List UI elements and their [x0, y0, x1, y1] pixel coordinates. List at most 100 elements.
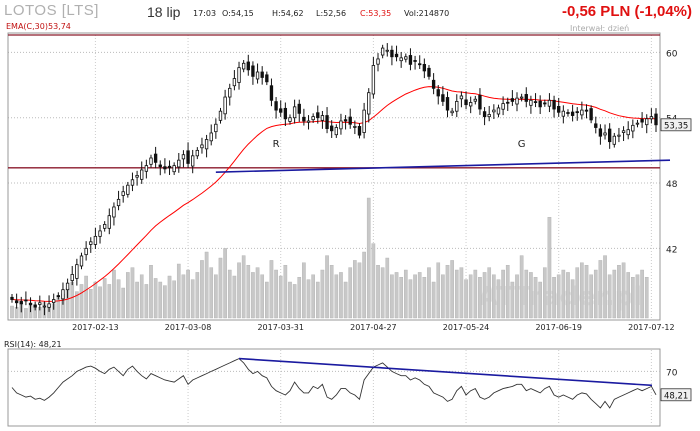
volume-value: Vol:214870 [404, 9, 450, 18]
volume-bar [93, 281, 98, 319]
volume-bar [556, 274, 561, 319]
candle-body [450, 110, 454, 114]
candle-body [473, 98, 477, 102]
interval-label: Interwał: dzień [570, 24, 630, 33]
volume-bar [98, 286, 102, 319]
candle-body [255, 71, 260, 80]
volume-bar [186, 269, 190, 319]
volume-bar [436, 262, 441, 319]
candle-body [380, 47, 385, 56]
candle-body [626, 129, 630, 136]
candle-body [186, 150, 190, 164]
volume-bar [107, 284, 112, 319]
candle-body [297, 103, 301, 114]
volume-bar [561, 269, 566, 319]
candle-body [93, 235, 98, 245]
candle-body [153, 153, 158, 163]
volume-bar [538, 281, 542, 319]
candle-body [353, 126, 357, 128]
volume-bar [644, 277, 649, 319]
candle-body [288, 117, 292, 122]
ema-series [11, 86, 657, 302]
candle-body [422, 63, 427, 72]
volume-bar [158, 281, 163, 319]
candle-body [552, 99, 556, 110]
rsi-trendline [238, 357, 653, 387]
volume-bar [607, 274, 612, 319]
volume-bar [533, 277, 538, 319]
volume-bar [394, 272, 399, 319]
candle-body [200, 144, 204, 149]
candle-body [302, 116, 306, 122]
volume-bar [223, 248, 227, 319]
candle-body [584, 109, 589, 112]
candle-body [598, 128, 603, 137]
volume-bar [79, 284, 84, 319]
candle-body [246, 61, 250, 71]
volume-bar [505, 265, 510, 319]
volume-bar [417, 272, 422, 319]
candle-body [52, 299, 56, 303]
candle-body [441, 94, 445, 102]
volume-bar [640, 269, 644, 319]
volume-bar [255, 267, 260, 319]
volume-bar [302, 262, 306, 319]
candle-body [144, 165, 149, 172]
volume-bar [357, 262, 362, 319]
candle-body [487, 114, 491, 118]
volume-bar [75, 291, 79, 319]
volume-bar [464, 279, 468, 319]
volume-bar [445, 265, 450, 319]
candle-body [232, 78, 237, 87]
volume-bar [380, 267, 385, 319]
ema-label: EMA(C,30)53,74 [6, 22, 71, 31]
candle-body [455, 100, 459, 112]
candle-body [617, 134, 621, 137]
candle-body [538, 100, 542, 108]
low-value: L:52,56 [316, 9, 347, 18]
candle-body [191, 155, 195, 167]
candle-body [529, 99, 533, 106]
candle-body [320, 115, 325, 121]
candle-body [519, 96, 524, 99]
volume-bar [121, 287, 126, 319]
volume-bar [153, 278, 158, 319]
x-tick-label: 2017-03-31 [257, 323, 304, 332]
volume-bar [510, 281, 515, 319]
volume-bar [339, 272, 343, 319]
candle-body [228, 87, 232, 98]
neckline [215, 159, 671, 173]
volume-bar [390, 274, 394, 319]
volume-bar [422, 277, 427, 319]
candle-body [135, 175, 139, 178]
candle-body [394, 53, 399, 58]
candle-body [107, 215, 111, 229]
volume-bar [325, 255, 329, 319]
volume-bar [635, 274, 640, 319]
volume-bar [204, 251, 209, 319]
volume-bar [149, 265, 153, 319]
ema-line [11, 86, 657, 302]
candle-body [116, 198, 121, 207]
volume-bar [288, 281, 292, 319]
candle-body [464, 99, 468, 106]
volume-bar [24, 308, 28, 319]
rsi-panel: 70 48,21 [8, 357, 692, 409]
volume-bar [519, 255, 524, 319]
candle-body [260, 71, 264, 78]
trend-lines [215, 159, 671, 173]
candle-body [399, 57, 403, 62]
volume-bar [190, 279, 195, 319]
reference-lines [8, 34, 660, 169]
volume-bar [598, 260, 603, 319]
volume-bar [195, 272, 200, 319]
volume-bar [139, 274, 144, 319]
candle-body [330, 125, 334, 132]
rsi-last-label: 48,21 [664, 391, 688, 401]
candle-body [589, 108, 593, 121]
volume-bar [626, 272, 631, 319]
y-tick-label: 42 [666, 245, 677, 255]
volume-bar [570, 279, 575, 319]
volume-bar [292, 284, 297, 319]
